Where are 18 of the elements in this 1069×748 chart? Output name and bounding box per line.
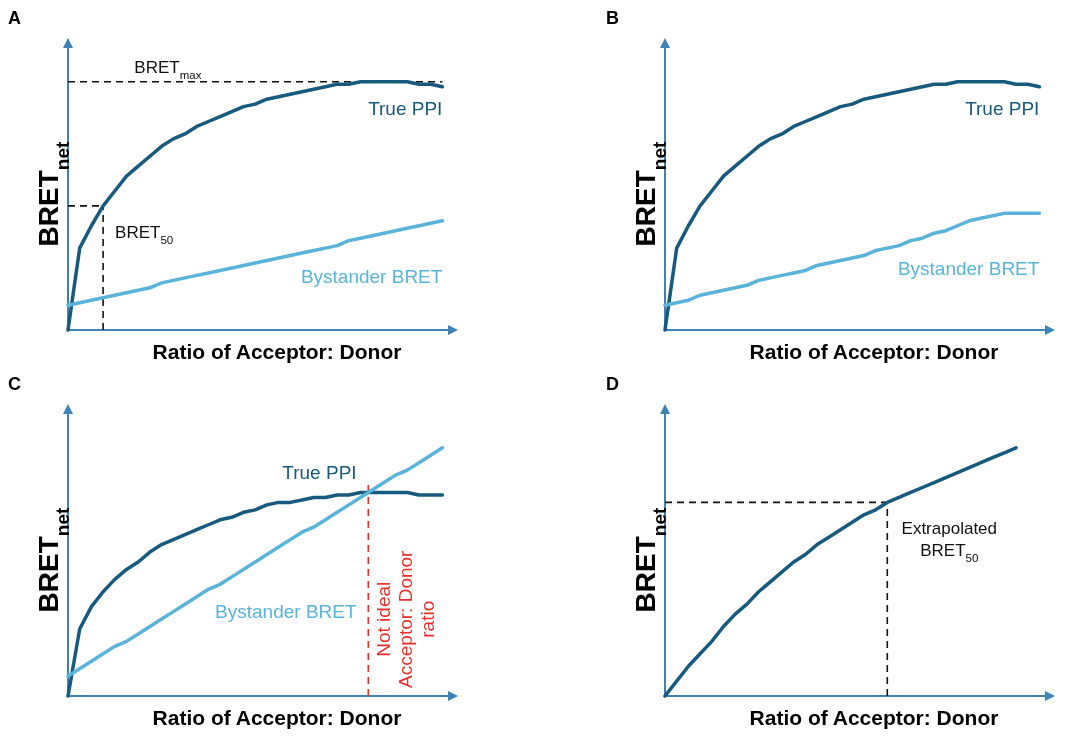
chart-title: A: [8, 8, 21, 28]
x-axis-title: Ratio of Acceptor: Donor: [152, 706, 402, 729]
ref-line-label: Extrapolated BRET$_{50}$: [901, 519, 998, 565]
series-label: Bystander BRET: [300, 265, 443, 287]
series-label: True PPI: [282, 462, 357, 484]
series-label: True PPI: [368, 97, 443, 119]
series-label: Bystander BRET: [897, 258, 1040, 280]
annotation: Not ideal Acceptor: Donor ratio: [373, 549, 439, 688]
chart-title: D: [606, 374, 619, 394]
x-axis-title: Ratio of Acceptor: Donor: [749, 340, 999, 363]
series-label: True PPI: [965, 97, 1040, 119]
series-label: Bystander BRET: [215, 600, 357, 622]
ref-line-label: BRET$_{50}$: [115, 222, 174, 246]
chart-title: C: [8, 374, 21, 394]
x-axis-title: Ratio of Acceptor: Donor: [749, 706, 999, 729]
x-axis-title: Ratio of Acceptor: Donor: [152, 340, 402, 363]
ref-line-label: BRET$_{max}$: [134, 57, 202, 81]
chart-title: B: [606, 8, 619, 28]
